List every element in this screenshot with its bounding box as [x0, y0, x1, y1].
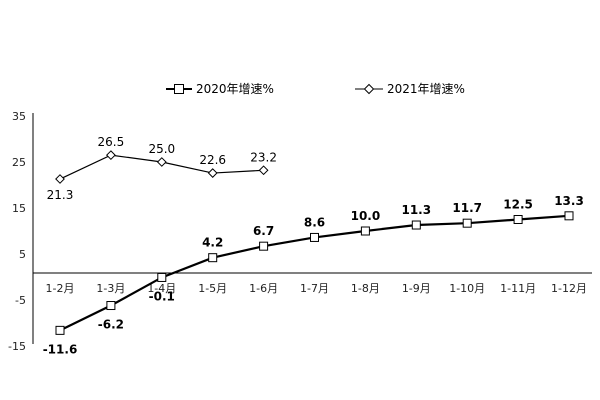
- series-2020-data-label: -0.1: [149, 289, 175, 303]
- x-tick-label: 1-9月: [402, 282, 431, 295]
- legend-2021-label: 2021年增速%: [387, 82, 465, 96]
- series-2020-point: [55, 325, 65, 335]
- y-tick-label: -15: [8, 340, 26, 353]
- series-2021-point: [105, 150, 116, 161]
- series-2021-point: [207, 168, 218, 178]
- series-2021-data-label: 26.5: [98, 135, 125, 149]
- x-tick-label: 1-8月: [351, 282, 380, 295]
- series-2021-data-label: 23.2: [250, 150, 277, 164]
- series-2020-data-label: 11.3: [401, 203, 431, 217]
- series-2021-data-label: 21.3: [47, 188, 74, 202]
- legend-2021-marker: [363, 83, 375, 95]
- series-2021-data-label: 25.0: [148, 142, 175, 156]
- series-2020-point: [259, 241, 269, 251]
- y-tick-labels: 35 25 15 5 -5 -15: [8, 110, 26, 353]
- legend-2020-label: 2020年增速%: [196, 82, 274, 96]
- series-2020-data-label: 10.0: [351, 209, 381, 223]
- series-2020-data-label: 4.2: [202, 236, 223, 250]
- series-2020-point: [564, 211, 574, 221]
- x-tick-label: 1-4月: [147, 282, 176, 295]
- legend-2020-marker: [174, 84, 184, 94]
- series-2020-point: [411, 220, 421, 230]
- x-tick-label: 1-10月: [449, 282, 485, 295]
- x-tick-label: 1-5月: [198, 282, 227, 295]
- series-2020-data-label: 12.5: [503, 198, 533, 212]
- series-2020-data-label: 6.7: [253, 224, 274, 238]
- series-2020-point: [106, 301, 116, 311]
- series-2020: -11.6 -6.2 -0.1 4.2 6.7 8.6 10.0 11.3 11.7 12.5 13…: [43, 194, 584, 357]
- series-2020-data-label: 13.3: [554, 194, 584, 208]
- axes: [32, 113, 592, 344]
- series-2021: 21.3 26.5 25.0 22.6 23.2: [47, 135, 277, 202]
- series-2020-point: [462, 218, 472, 228]
- series-2020-point: [360, 226, 370, 236]
- y-tick-label: 15: [12, 202, 26, 215]
- series-2020-point: [513, 215, 523, 224]
- x-tick-label: 1-7月: [300, 282, 329, 295]
- series-2020-point: [208, 253, 218, 263]
- x-tick-labels: 1-2月 1-3月 1-4月 1-5月 1-6月 1-7月 1-8月 1-9月 1-10月 1-1…: [46, 282, 587, 295]
- y-tick-label: 5: [19, 248, 26, 261]
- series-2021-data-label: 22.6: [199, 153, 226, 167]
- y-tick-label: -5: [15, 294, 26, 307]
- x-tick-label: 1-11月: [500, 282, 536, 295]
- legend: 2020年增速% 2021年增速%: [166, 82, 465, 96]
- series-2020-point: [310, 232, 319, 242]
- x-tick-label: 1-6月: [249, 282, 278, 295]
- series-2020-point: [157, 272, 167, 282]
- x-tick-label: 1-3月: [96, 282, 125, 295]
- series-2020-data-label: 8.6: [304, 215, 325, 229]
- series-2020-data-label: -11.6: [43, 342, 78, 356]
- y-tick-label: 35: [12, 110, 26, 123]
- x-tick-label: 1-12月: [551, 282, 587, 295]
- series-2021-point: [156, 157, 167, 167]
- series-2020-data-label: 11.7: [452, 201, 482, 215]
- series-2021-point: [258, 165, 269, 176]
- x-tick-label: 1-2月: [46, 282, 75, 295]
- series-2021-point: [55, 174, 65, 184]
- y-tick-label: 25: [12, 156, 26, 169]
- series-2020-data-label: -6.2: [98, 318, 124, 332]
